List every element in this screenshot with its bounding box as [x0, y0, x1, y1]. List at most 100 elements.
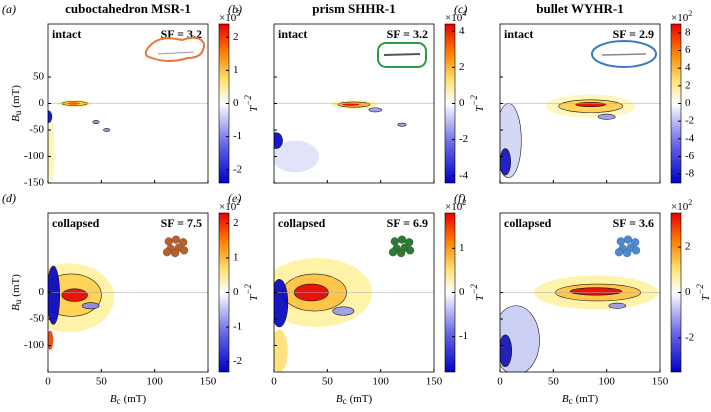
chain-icon	[601, 53, 647, 56]
colorbar-label: T−2	[469, 284, 485, 301]
x-axis-label: Bc (mT)	[336, 393, 373, 407]
colorbar-tick-label: -1	[233, 321, 242, 333]
particle-icon	[179, 246, 189, 255]
contour	[500, 305, 540, 372]
y-tick-label: 0	[39, 97, 45, 109]
colorbar-scale-base: ×10	[671, 12, 689, 24]
y-label-unit: (mT)	[10, 85, 22, 108]
contour	[397, 122, 407, 127]
y-tick-label: -50	[29, 124, 44, 136]
y-tick-label: 50	[33, 71, 45, 83]
forc-map	[500, 94, 660, 178]
colorbar-tick-label: -2	[685, 115, 694, 127]
particle-icon	[396, 248, 406, 258]
x-label-main: B	[336, 393, 343, 405]
particle-icon	[377, 42, 427, 68]
x-label-main: B	[562, 393, 569, 405]
colorbar-scale-base: ×10	[445, 201, 463, 213]
state-label: collapsed	[52, 216, 100, 230]
colorbar-scale-exp: 5	[236, 9, 240, 18]
contour	[48, 265, 61, 325]
colorbar-label-exp: −2	[243, 284, 253, 295]
panel-label: (d)	[2, 191, 16, 205]
colorbar-tick-label: -4	[685, 132, 695, 144]
panel-title: bullet WYHR-1	[536, 1, 624, 16]
colorbar-scale-exp: 2	[462, 198, 466, 207]
particle-icon	[144, 36, 206, 62]
colorbar-tick-label: 4	[685, 62, 691, 74]
contour	[274, 140, 319, 173]
colorbar-label-exp: −2	[469, 95, 479, 106]
colorbar-scale: ×105	[219, 9, 240, 24]
colorbar-scale-exp: 2	[236, 198, 240, 207]
x-tick-label: 50	[96, 376, 108, 388]
y-tick-label: 0	[39, 286, 45, 298]
panel-label: (e)	[228, 191, 241, 205]
colorbar-tick-label: -1	[459, 330, 468, 342]
panel-label: (c)	[454, 2, 467, 16]
x-tick-label: 150	[200, 376, 217, 388]
colorbar-tick-label: 0	[685, 286, 691, 298]
sf-label: SF = 7.5	[161, 216, 202, 230]
colorbar-label-base: T	[248, 105, 260, 112]
y-tick-label: -100	[24, 150, 45, 162]
contour	[61, 288, 88, 302]
particle-icon	[390, 237, 400, 246]
contour	[274, 329, 288, 372]
colorbar-scale-base: ×10	[445, 12, 463, 24]
state-label: collapsed	[504, 216, 552, 230]
state-label: intact	[52, 27, 81, 41]
contour	[608, 302, 627, 309]
forc-map	[500, 275, 660, 372]
forc-map	[274, 258, 434, 372]
colorbar-tick-label: 0	[685, 97, 691, 109]
sf-label: SF = 3.2	[387, 27, 428, 41]
colorbar-scale: ×102	[671, 198, 692, 213]
colorbar-scale-exp: 2	[688, 9, 692, 18]
contour	[342, 103, 360, 106]
colorbar-scale: ×102	[445, 198, 466, 213]
colorbar-tick-label: 8	[685, 26, 691, 38]
colorbar-tick-label: 1	[233, 251, 239, 263]
sf-label: SF = 6.9	[387, 216, 428, 230]
x-tick-label: 100	[372, 376, 389, 388]
colorbar-scale: ×102	[671, 9, 692, 24]
y-axis-label: Bu (mT)	[10, 274, 24, 311]
particle-icon	[404, 238, 414, 247]
particle-icon	[591, 40, 657, 68]
colorbar-scale: ×104	[445, 9, 466, 24]
chain-icon	[383, 53, 421, 56]
forc-map	[274, 100, 434, 173]
x-tick-label: 50	[322, 376, 334, 388]
contour	[48, 330, 54, 350]
y-tick-label: -150	[24, 177, 45, 189]
particle-icon	[171, 235, 181, 244]
y-label-sub: u	[13, 299, 23, 304]
x-tick-label: 50	[548, 376, 560, 388]
x-label-unit: (mT)	[124, 393, 147, 405]
colorbar-tick-label: -2	[459, 133, 468, 145]
colorbar-scale-base: ×10	[219, 201, 237, 213]
sf-label: SF = 3.6	[613, 216, 654, 230]
particle-icon	[623, 235, 633, 244]
colorbar-label-exp: −2	[469, 284, 479, 295]
colorbar-label: T−2	[243, 95, 259, 112]
colorbar-tick-label: -1	[233, 130, 242, 142]
contour	[274, 132, 283, 149]
x-tick-label: 150	[652, 376, 669, 388]
colorbar-tick-label: 6	[685, 44, 691, 56]
colorbar-tick-label: -4	[459, 169, 469, 181]
colorbar-tick-label: 0	[233, 97, 239, 109]
colorbar-tick-label: 1	[233, 64, 239, 76]
colorbar-label: T−2	[469, 95, 485, 112]
panel: (b) prism SHHR-1 intact SF = 3.2 -4 -2 0 2 4×104…	[228, 1, 486, 184]
particle-icon	[614, 247, 624, 257]
colorbar-tick-label: -2	[233, 355, 242, 367]
x-label-unit: (mT)	[576, 393, 599, 405]
contour	[103, 128, 111, 132]
colorbar-scale-exp: 4	[462, 9, 466, 18]
panel-label: (f)	[454, 191, 465, 205]
